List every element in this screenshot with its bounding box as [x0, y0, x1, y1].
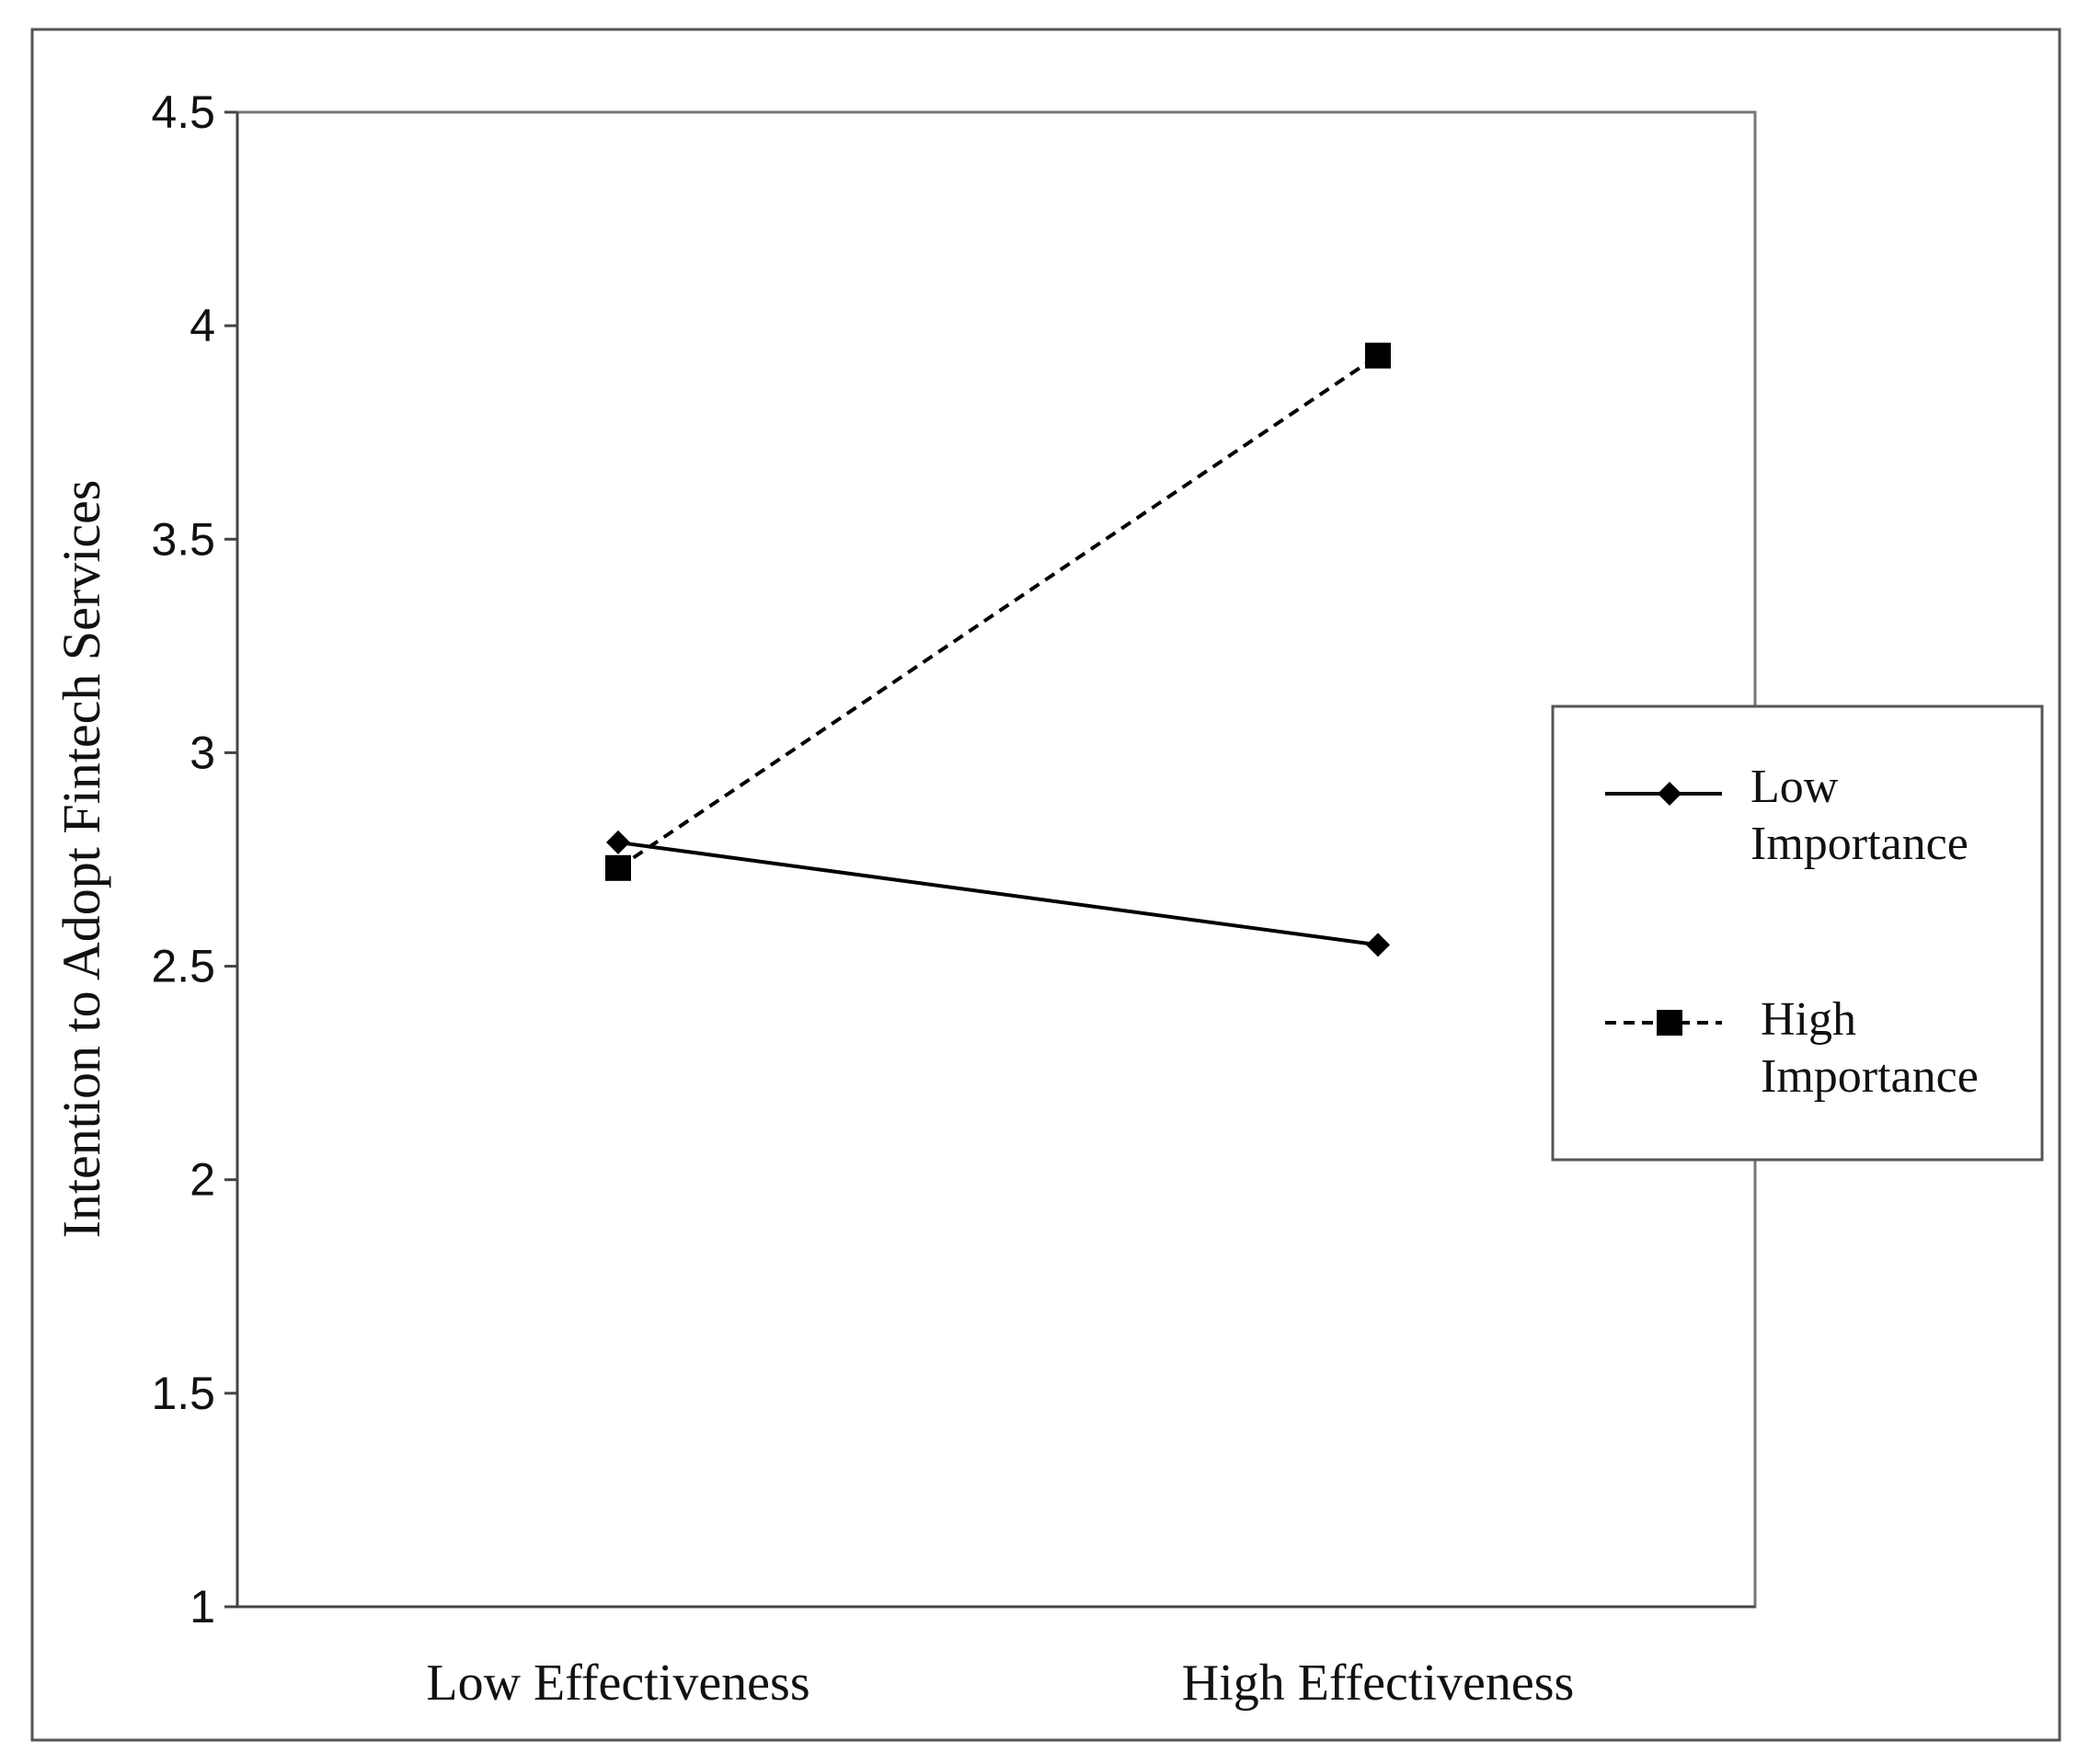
legend-label: High — [1761, 993, 1856, 1046]
x-axis: Low Effectiveness High Effectiveness — [237, 1605, 1755, 1712]
series-low-importance — [606, 830, 1390, 957]
legend-label: Importance — [1761, 1050, 1979, 1103]
y-tick-label: 3 — [189, 727, 215, 778]
x-category-label: Low Effectiveness — [426, 1655, 809, 1712]
data-point-diamond — [1366, 933, 1390, 957]
y-axis: 1 1.5 2 2.5 3 3.5 4 4.5 — [151, 86, 239, 1632]
y-tick-label: 2.5 — [151, 941, 215, 992]
series-line — [617, 840, 1379, 947]
y-tick-label: 4.5 — [151, 86, 215, 138]
y-tick-label: 3.5 — [151, 513, 215, 565]
series-layer — [605, 342, 1391, 957]
legend-marker — [1658, 782, 1682, 806]
y-tick-label: 1.5 — [151, 1368, 215, 1419]
series-high-importance — [605, 342, 1391, 881]
y-axis-title: Intention to Adopt Fintech Services — [52, 480, 111, 1239]
data-point-square — [605, 854, 631, 881]
legend-label: Importance — [1750, 818, 1968, 870]
legend-marker — [1657, 1010, 1682, 1036]
x-category-label: High Effectiveness — [1182, 1655, 1575, 1712]
legend-label: Low — [1750, 761, 1839, 813]
plot-area — [235, 110, 1757, 1609]
data-point-diamond — [606, 830, 630, 854]
y-tick-label: 1 — [189, 1581, 215, 1632]
series-line — [616, 353, 1380, 870]
legend-box — [1551, 704, 2044, 1162]
y-tick-label: 4 — [189, 300, 215, 351]
y-tick-label: 2 — [189, 1154, 215, 1206]
data-point-square — [1365, 342, 1391, 369]
